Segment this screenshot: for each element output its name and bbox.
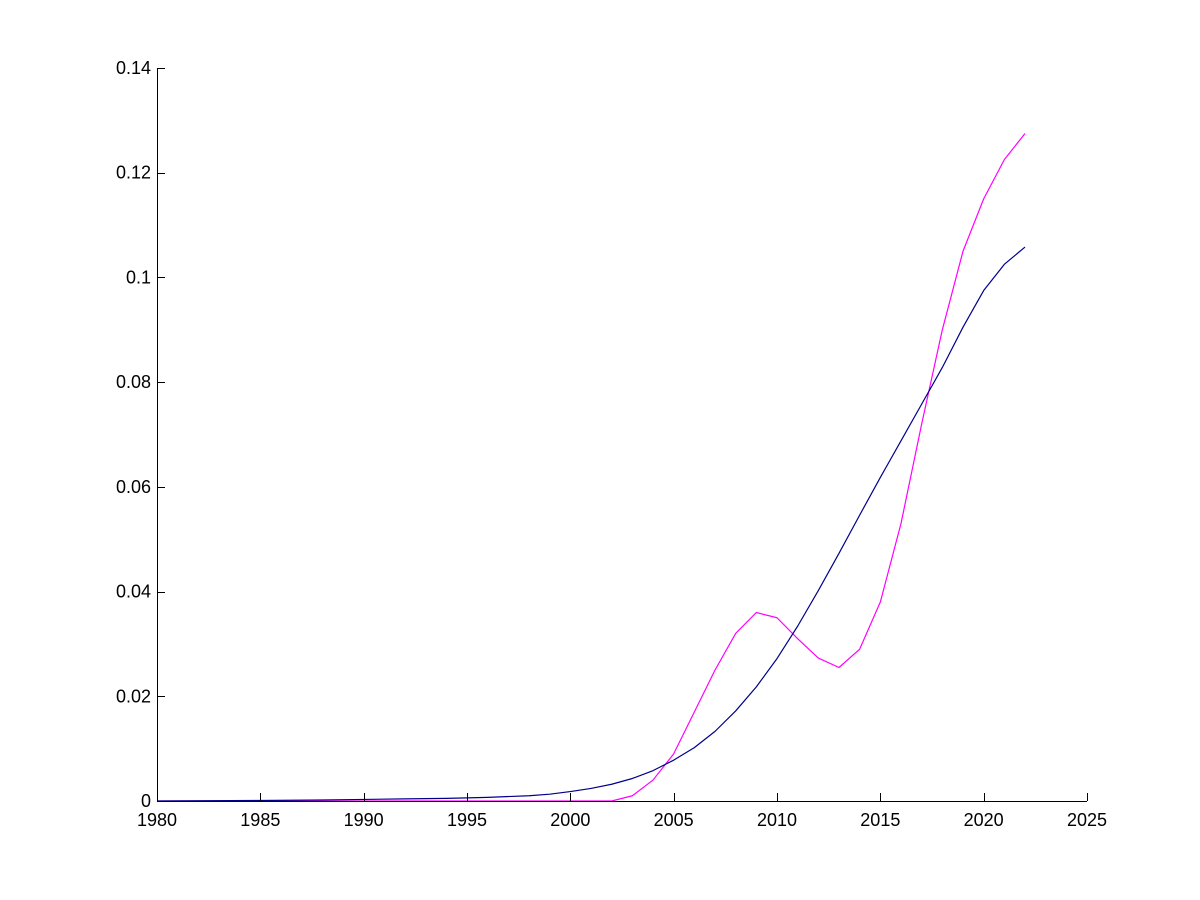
y-axis-ticks: 0 0.02 0.04 0.06 0.08 0.1 0.12 0.14 bbox=[116, 58, 165, 811]
x-tick-label: 2010 bbox=[757, 810, 797, 830]
series-line-2 bbox=[156, 246, 1026, 802]
series-layer bbox=[156, 133, 1026, 802]
x-tick-label: 2025 bbox=[1067, 810, 1107, 830]
x-tick-label: 2020 bbox=[964, 810, 1004, 830]
y-tick-label: 0.1 bbox=[126, 267, 151, 287]
x-tick-label: 1990 bbox=[344, 810, 384, 830]
y-tick-label: 0.06 bbox=[116, 477, 151, 497]
series-line-1 bbox=[157, 133, 1026, 802]
y-tick-label: 0.02 bbox=[116, 686, 151, 706]
x-tick-label: 1995 bbox=[447, 810, 487, 830]
y-tick-label: 0.04 bbox=[116, 582, 151, 602]
x-tick-label: 1985 bbox=[240, 810, 280, 830]
y-tick-label: 0.14 bbox=[116, 58, 151, 78]
y-tick-label: 0.08 bbox=[116, 372, 151, 392]
axes bbox=[157, 68, 1087, 802]
x-tick-label: 2015 bbox=[860, 810, 900, 830]
x-tick-label: 2000 bbox=[550, 810, 590, 830]
y-tick-label: 0 bbox=[141, 791, 151, 811]
x-tick-label: 2005 bbox=[654, 810, 694, 830]
x-tick-label: 1980 bbox=[137, 810, 177, 830]
y-tick-label: 0.12 bbox=[116, 163, 151, 183]
x-axis-ticks: 1980 1985 1990 1995 2000 2005 2010 2015 2020 2025 bbox=[137, 793, 1107, 830]
